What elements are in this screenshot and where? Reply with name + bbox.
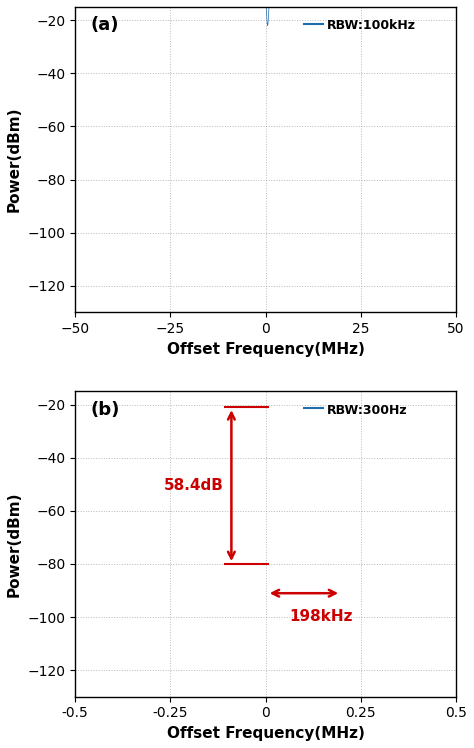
Text: (b): (b) <box>91 400 120 419</box>
X-axis label: Offset Frequency(MHz): Offset Frequency(MHz) <box>167 726 365 741</box>
Y-axis label: Power(dBm): Power(dBm) <box>7 491 22 597</box>
Y-axis label: Power(dBm): Power(dBm) <box>7 107 22 212</box>
X-axis label: Offset Frequency(MHz): Offset Frequency(MHz) <box>167 342 365 357</box>
Text: (a): (a) <box>91 16 119 34</box>
Text: 198kHz: 198kHz <box>289 609 353 624</box>
Text: RBW:300Hz: RBW:300Hz <box>327 404 407 417</box>
Text: 58.4dB: 58.4dB <box>164 478 223 493</box>
Text: RBW:100kHz: RBW:100kHz <box>327 19 416 32</box>
